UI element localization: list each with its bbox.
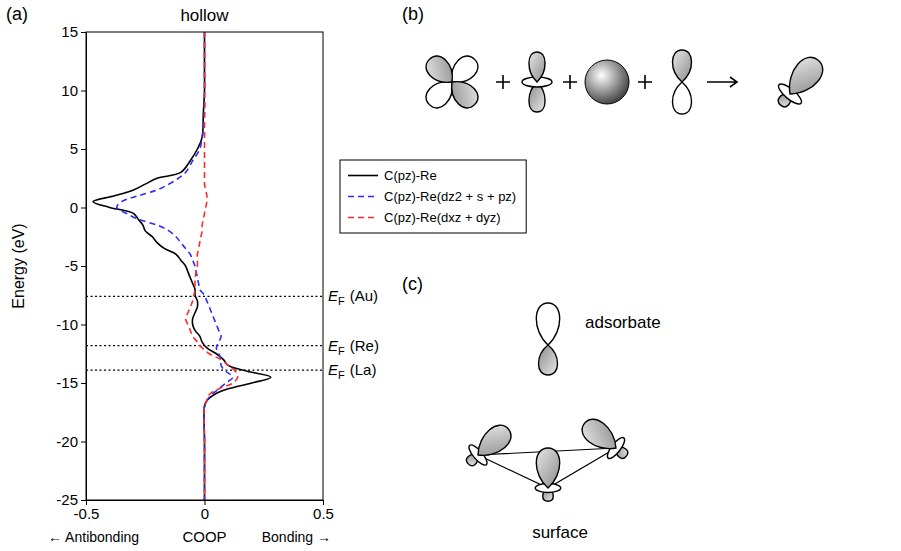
series-line <box>93 32 271 500</box>
y-tick: -10 <box>56 316 86 333</box>
orbital-lobe <box>538 345 557 375</box>
diagram-label: adsorbate <box>585 313 661 332</box>
y-tick: 15 <box>61 23 86 40</box>
y-tick-mark <box>81 383 86 384</box>
orbital-lobe <box>444 74 482 112</box>
x-tick-label: 0.5 <box>313 505 334 522</box>
legend-label: C(pz)-Re(dz2 + s + pz) <box>384 189 516 204</box>
y-tick-label: 10 <box>61 82 78 99</box>
y-tick: -5 <box>65 257 86 274</box>
orbital-lobe <box>672 82 691 114</box>
x-tick: 0.5 <box>313 500 334 522</box>
x-axis-title: COOP <box>182 528 226 545</box>
legend-swatch <box>348 175 378 177</box>
plot-frame <box>86 32 323 500</box>
y-tick: 5 <box>70 140 86 157</box>
plus-sign <box>638 75 652 89</box>
legend: C(pz)-Re C(pz)-Re(dz2 + s + pz) C(pz)-Re(d… <box>340 160 526 233</box>
x-axis-note: ← Antibonding <box>48 529 139 545</box>
reference-label: EF(La) <box>328 361 376 381</box>
reference-text: (Re) <box>350 337 379 354</box>
legend-label: C(pz)-Re(dxz + dyz) <box>384 210 501 225</box>
y-tick-mark <box>81 325 86 326</box>
figure: -25-20-15-10-5051015-0.500.5hollowEnergy… <box>0 0 901 551</box>
y-tick-mark <box>81 91 86 92</box>
y-tick-label: 5 <box>70 140 78 157</box>
panel-b <box>422 50 829 114</box>
y-tick-label: 0 <box>70 199 78 216</box>
x-tick-label: 0 <box>201 505 209 522</box>
panel-label: (a) <box>6 4 28 24</box>
y-tick: 0 <box>70 199 86 216</box>
surface-bonds <box>478 448 616 488</box>
arrow <box>707 77 737 87</box>
orbital-lobe <box>780 52 828 103</box>
y-axis-title: Energy (eV) <box>10 223 27 308</box>
panel-c: adsorbate surface <box>465 303 661 542</box>
legend-swatch <box>348 217 378 219</box>
legend-label: C(pz)-Re <box>384 168 437 183</box>
panel-label: (c) <box>402 274 423 294</box>
orbital-lobe <box>470 420 516 464</box>
diagram-label: surface <box>532 523 588 542</box>
reference-text: (Au) <box>350 287 378 304</box>
y-tick-mark <box>81 500 86 501</box>
y-tick-label: -20 <box>56 433 78 450</box>
reference-label: EF(Au) <box>328 287 378 307</box>
x-tick-label: -0.5 <box>74 505 100 522</box>
legend-swatch <box>348 196 378 198</box>
y-tick: -20 <box>56 433 86 450</box>
orbital-lobe <box>529 52 545 82</box>
panel-label: (b) <box>402 4 424 24</box>
y-tick-label: 15 <box>61 23 78 40</box>
reference-subscript: F <box>338 369 345 381</box>
reference-subscript: F <box>338 295 345 307</box>
legend-box <box>340 160 526 233</box>
plus-sign <box>563 75 577 89</box>
reference-label: EF(Re) <box>328 337 379 357</box>
reference-subscript: F <box>338 345 345 357</box>
orbital-lobe <box>536 303 559 345</box>
y-tick-mark <box>81 32 86 33</box>
chart-title: hollow <box>180 6 229 25</box>
y-tick-mark <box>81 266 86 267</box>
orbital-sphere <box>585 60 629 104</box>
y-axis-line <box>86 33 87 501</box>
y-tick-label: -10 <box>56 316 78 333</box>
y-tick: -15 <box>56 374 86 391</box>
orbital-lobe <box>577 414 623 457</box>
x-tick: -0.5 <box>74 500 100 522</box>
orbital-lobe <box>536 448 559 488</box>
x-axis: -0.5 0 0.5 <box>74 500 334 522</box>
series-line <box>186 32 238 500</box>
reference-text: (La) <box>350 361 377 378</box>
y-tick-mark <box>81 149 86 150</box>
x-tick: 0 <box>201 500 209 522</box>
y-axis: -25-20-15-10-5051015 <box>56 23 86 508</box>
y-tick-label: -15 <box>56 374 78 391</box>
y-tick: 10 <box>61 82 86 99</box>
y-tick-label: -5 <box>65 257 78 274</box>
y-tick-mark <box>81 208 86 209</box>
plot-area <box>86 32 323 500</box>
plus-sign <box>496 75 510 89</box>
series-line <box>117 32 233 500</box>
reference-line <box>86 370 323 371</box>
orbital-lobe <box>672 50 691 82</box>
y-tick-mark <box>81 442 86 443</box>
reference-line <box>86 296 323 297</box>
x-axis-note: Bonding → <box>262 529 331 545</box>
